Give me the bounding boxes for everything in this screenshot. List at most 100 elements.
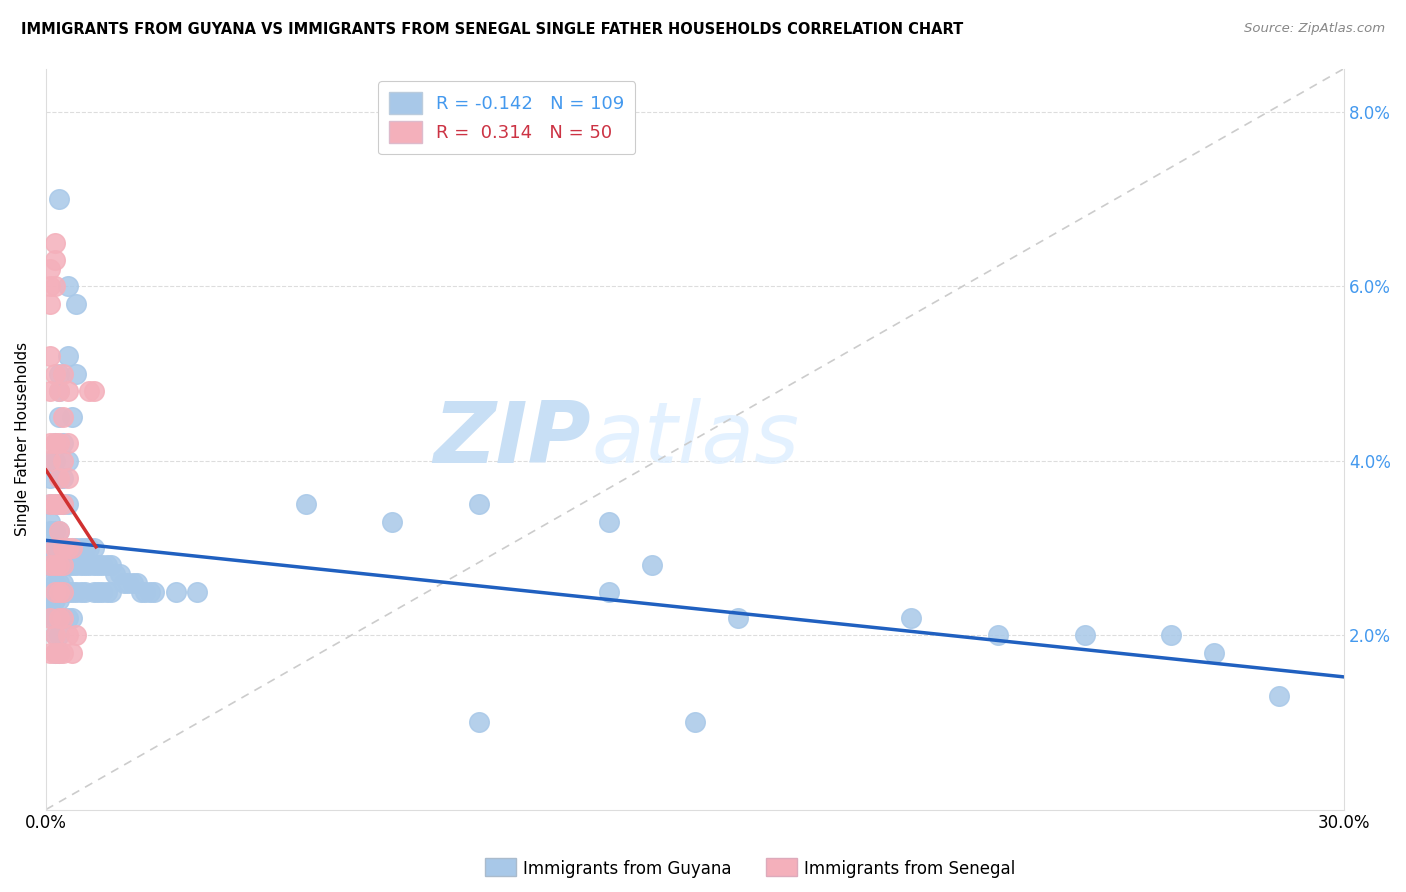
Point [39,524,62,538]
Point [65,367,87,381]
Point [60,646,83,660]
Point [39,611,62,625]
Point [125,575,148,590]
Point [77,541,100,555]
Point [987,628,1010,642]
Text: Immigrants from Senegal: Immigrants from Senegal [804,860,1015,878]
Point [44,235,66,250]
Point [69,558,91,573]
Point [69,541,91,555]
Point [48,628,70,642]
Point [52,558,75,573]
Point [100,584,122,599]
Point [117,575,139,590]
Point [39,349,62,363]
Point [48,471,70,485]
Point [56,384,79,398]
Point [39,611,62,625]
Point [48,611,70,625]
Point [44,593,66,607]
Point [39,497,62,511]
Point [39,279,62,293]
Point [52,646,75,660]
Point [48,384,70,398]
Point [683,715,706,730]
Point [129,584,152,599]
Point [96,584,118,599]
Point [100,558,122,573]
Point [48,384,70,398]
Point [83,558,105,573]
Point [52,410,75,425]
Point [44,454,66,468]
Point [44,253,66,268]
Point [52,367,75,381]
Point [56,611,79,625]
Point [44,628,66,642]
Point [60,541,83,555]
Point [48,575,70,590]
Point [77,558,100,573]
Point [139,584,162,599]
Point [39,454,62,468]
Point [112,575,135,590]
Point [48,410,70,425]
Point [56,497,79,511]
Text: Immigrants from Guyana: Immigrants from Guyana [523,860,731,878]
Point [44,436,66,450]
Point [39,602,62,616]
Point [44,646,66,660]
Point [52,541,75,555]
Point [52,497,75,511]
Point [48,497,70,511]
Point [60,584,83,599]
Point [39,593,62,607]
Point [44,575,66,590]
Point [87,584,110,599]
Point [39,297,62,311]
Point [39,646,62,660]
Point [48,471,70,485]
Point [52,471,75,485]
Text: atlas: atlas [591,398,799,481]
Point [87,558,110,573]
Point [1268,690,1291,704]
Point [73,558,96,573]
Point [52,575,75,590]
Point [60,611,83,625]
Point [56,541,79,555]
Point [104,567,127,582]
Point [39,575,62,590]
Point [44,628,66,642]
Point [44,436,66,450]
Point [91,584,114,599]
Point [39,436,62,450]
Point [48,192,70,206]
Point [48,558,70,573]
Point [48,593,70,607]
Point [467,497,489,511]
Point [83,541,105,555]
Point [56,454,79,468]
Point [56,541,79,555]
Point [39,558,62,573]
Point [39,471,62,485]
Point [48,524,70,538]
Point [134,584,156,599]
Point [39,515,62,529]
Legend: R = -0.142   N = 109, R =  0.314   N = 50: R = -0.142 N = 109, R = 0.314 N = 50 [378,81,636,154]
Point [56,628,79,642]
Point [48,646,70,660]
Point [165,584,187,599]
Point [60,541,83,555]
Point [52,541,75,555]
Point [1204,646,1226,660]
Point [44,541,66,555]
Point [73,584,96,599]
Point [65,541,87,555]
Text: ZIP: ZIP [433,398,591,481]
Point [48,558,70,573]
Point [60,558,83,573]
Point [65,584,87,599]
Point [44,584,66,599]
